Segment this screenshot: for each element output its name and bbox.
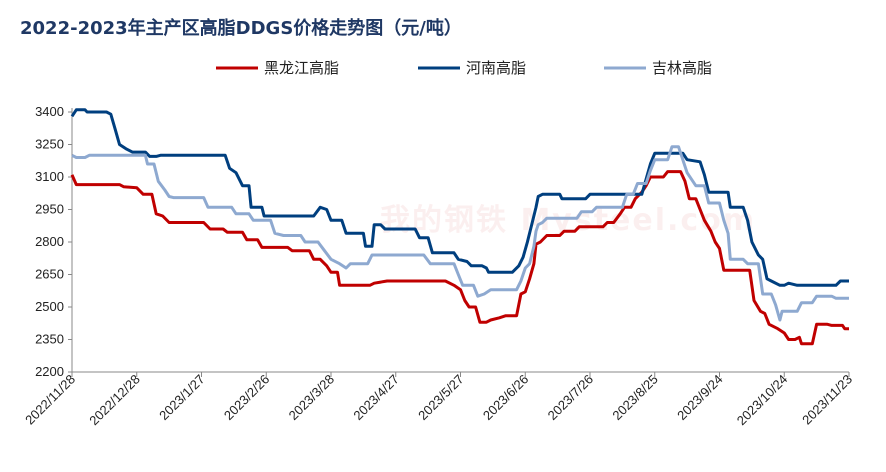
- x-tick-label: 2022/11/28: [22, 372, 78, 428]
- chart-title: 2022-2023年主产区高脂DDGS价格走势图（元/吨）: [20, 18, 462, 39]
- x-tick-label: 2023/3/28: [286, 372, 338, 424]
- series-line-1: [70, 108, 849, 287]
- y-tick-label: 2800: [35, 234, 64, 249]
- series-group: [70, 108, 849, 346]
- x-tick-label: 2023/6/26: [480, 372, 532, 424]
- legend-label-1: 河南高脂: [466, 59, 526, 77]
- x-tick-label: 2023/11/23: [799, 372, 855, 428]
- x-tick-label: 2023/7/26: [545, 372, 597, 424]
- legend-label-2: 吉林高脂: [652, 59, 712, 77]
- y-tick-label: 2950: [35, 202, 64, 217]
- y-tick-label: 2350: [35, 332, 64, 347]
- x-tick-label: 2023/4/27: [350, 372, 402, 424]
- y-tick-label: 3400: [35, 104, 64, 119]
- x-tick-label: 2022/12/28: [86, 372, 143, 429]
- legend: 黑龙江高脂 河南高脂 吉林高脂: [216, 59, 712, 77]
- x-tick-label: 2023/2/26: [221, 372, 273, 424]
- series-line-0: [70, 170, 849, 346]
- y-tick-label: 2500: [35, 299, 64, 314]
- x-tick-label: 2023/1/27: [156, 372, 208, 424]
- x-tick-label: 2023/10/24: [734, 372, 791, 429]
- x-tick-label: 2023/8/25: [609, 372, 661, 424]
- y-tick-label: 3250: [35, 137, 64, 152]
- y-tick-label: 3100: [35, 169, 64, 184]
- series-line-2: [71, 145, 849, 322]
- y-tick-label: 2650: [35, 267, 64, 282]
- legend-label-0: 黑龙江高脂: [264, 59, 339, 77]
- x-tick-label: 2023/9/24: [674, 372, 726, 424]
- y-tick-label: 2200: [35, 364, 64, 379]
- x-tick-label: 2023/5/27: [415, 372, 467, 424]
